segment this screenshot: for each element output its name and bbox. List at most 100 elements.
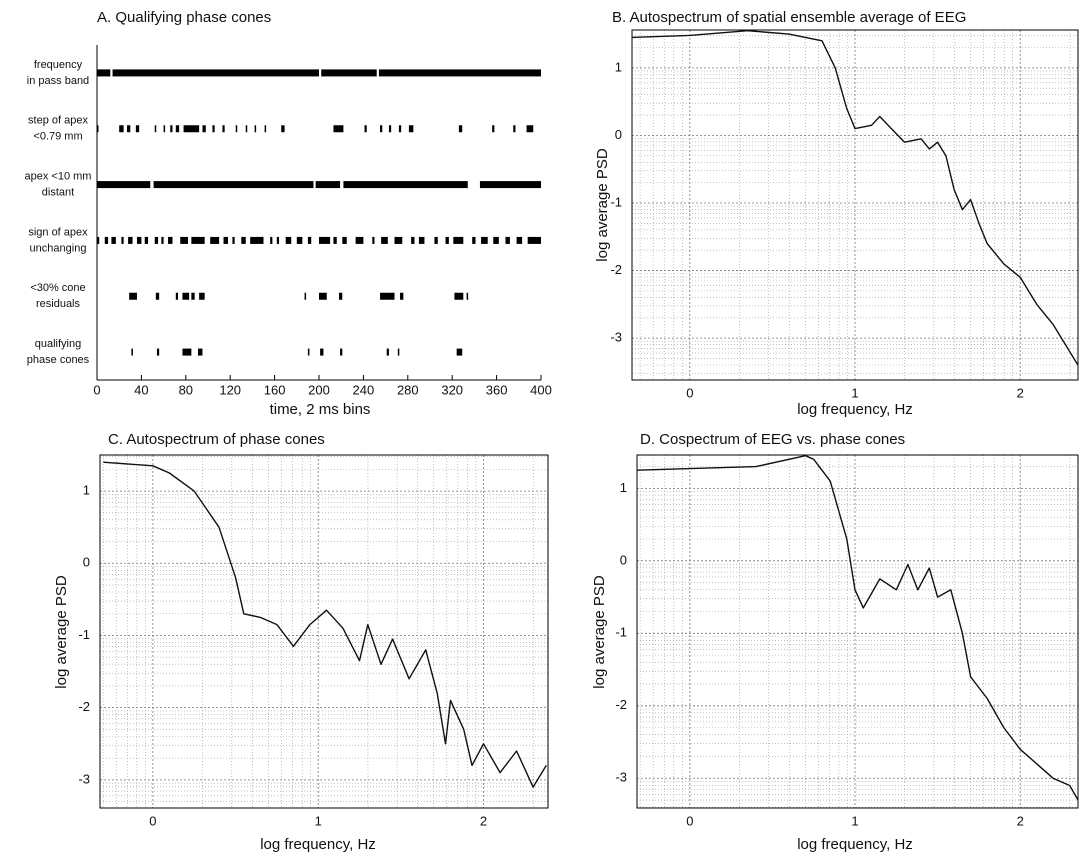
event-bar [245, 125, 248, 133]
row-label: unchanging [30, 242, 87, 254]
event-bar [342, 236, 347, 244]
event-bar [394, 236, 403, 244]
x-tick-label: 280 [397, 382, 419, 397]
event-bar [191, 236, 205, 244]
event-bar [481, 236, 488, 244]
event-bar [191, 292, 195, 300]
event-bar [386, 348, 389, 356]
event-bar [121, 236, 124, 244]
event-bar [319, 292, 327, 300]
event-bar [418, 236, 425, 244]
x-tick-label: 2 [480, 813, 487, 828]
event-bar [408, 125, 414, 133]
plot-frame [636, 454, 1079, 809]
event-bar [210, 236, 220, 244]
event-bar [154, 236, 159, 244]
row-label: residuals [36, 298, 81, 310]
event-bar [458, 125, 463, 133]
event-bar [270, 236, 273, 244]
row-label: sign of apex [28, 226, 88, 238]
y-tick-label: 0 [615, 127, 622, 142]
event-bar [526, 125, 534, 133]
row-label: qualifying [35, 338, 81, 350]
event-bar [307, 236, 312, 244]
panel-title: A. Qualifying phase cones [97, 9, 271, 26]
event-bar [112, 69, 319, 77]
x-tick-label: 1 [315, 813, 322, 828]
x-axis-label: log frequency, Hz [260, 836, 376, 853]
x-tick-label: 80 [179, 382, 193, 397]
event-bar [372, 236, 375, 244]
event-bar [180, 236, 189, 244]
x-axis-label: time, 2 ms bins [270, 401, 371, 418]
event-bar [170, 125, 173, 133]
event-bar [202, 125, 206, 133]
event-bar [182, 292, 190, 300]
event-bar [472, 236, 476, 244]
spectrum-line [636, 455, 1079, 801]
row-label: <30% cone [30, 282, 85, 294]
event-bar [161, 236, 164, 244]
event-bar [505, 236, 510, 244]
event-bar [168, 236, 173, 244]
y-axis-label: log average PSD [53, 575, 70, 689]
event-bar [276, 236, 280, 244]
event-bar [398, 125, 402, 133]
y-tick-label: -1 [78, 627, 90, 642]
event-bar [296, 236, 303, 244]
event-bar [304, 292, 307, 300]
x-tick-label: 2 [1017, 813, 1024, 828]
event-bar [492, 125, 495, 133]
row-label: phase cones [27, 354, 90, 366]
panel-title: B. Autospectrum of spatial ensemble aver… [612, 9, 966, 26]
event-bar [241, 236, 246, 244]
event-bar [285, 236, 292, 244]
event-bar [445, 236, 449, 244]
event-bar [97, 181, 151, 189]
x-tick-label: 40 [134, 382, 148, 397]
event-bar [388, 125, 392, 133]
x-tick-label: 0 [686, 385, 693, 400]
y-tick-label: 0 [83, 555, 90, 570]
event-bar [135, 125, 140, 133]
event-bar [264, 125, 267, 133]
event-bar [333, 125, 344, 133]
event-bar [156, 348, 160, 356]
event-bar [281, 125, 285, 133]
event-bar [254, 125, 257, 133]
event-bar [400, 292, 404, 300]
event-bar [97, 69, 111, 77]
event-bar [321, 69, 377, 77]
y-tick-label: -2 [78, 699, 90, 714]
row-label: <0.79 mm [33, 131, 82, 143]
event-bar [380, 125, 383, 133]
x-axis-label: log frequency, Hz [797, 836, 913, 853]
event-bar [144, 236, 149, 244]
event-bar [320, 348, 324, 356]
event-bar [454, 292, 464, 300]
y-axis-label: log average PSD [591, 575, 608, 689]
event-bar [182, 348, 192, 356]
event-bar [355, 236, 364, 244]
row-label: apex <10 mm [25, 170, 92, 182]
y-tick-label: 1 [620, 480, 627, 495]
y-tick-label: -1 [610, 194, 622, 209]
y-tick-label: -1 [615, 625, 627, 640]
x-axis-label: log frequency, Hz [797, 401, 913, 418]
x-tick-label: 240 [353, 382, 375, 397]
x-tick-label: 320 [441, 382, 463, 397]
event-bar [175, 292, 179, 300]
event-bar [154, 125, 157, 133]
event-bar [411, 236, 415, 244]
event-bar [380, 292, 395, 300]
event-bar [97, 125, 99, 133]
event-bar [155, 292, 160, 300]
x-tick-label: 2 [1017, 385, 1024, 400]
panel-title: C. Autospectrum of phase cones [108, 431, 325, 448]
event-bar [381, 236, 388, 244]
event-bar [153, 181, 314, 189]
plot-frame [99, 454, 549, 809]
y-tick-label: 1 [615, 59, 622, 74]
event-bar [466, 292, 469, 300]
event-bar [340, 348, 343, 356]
